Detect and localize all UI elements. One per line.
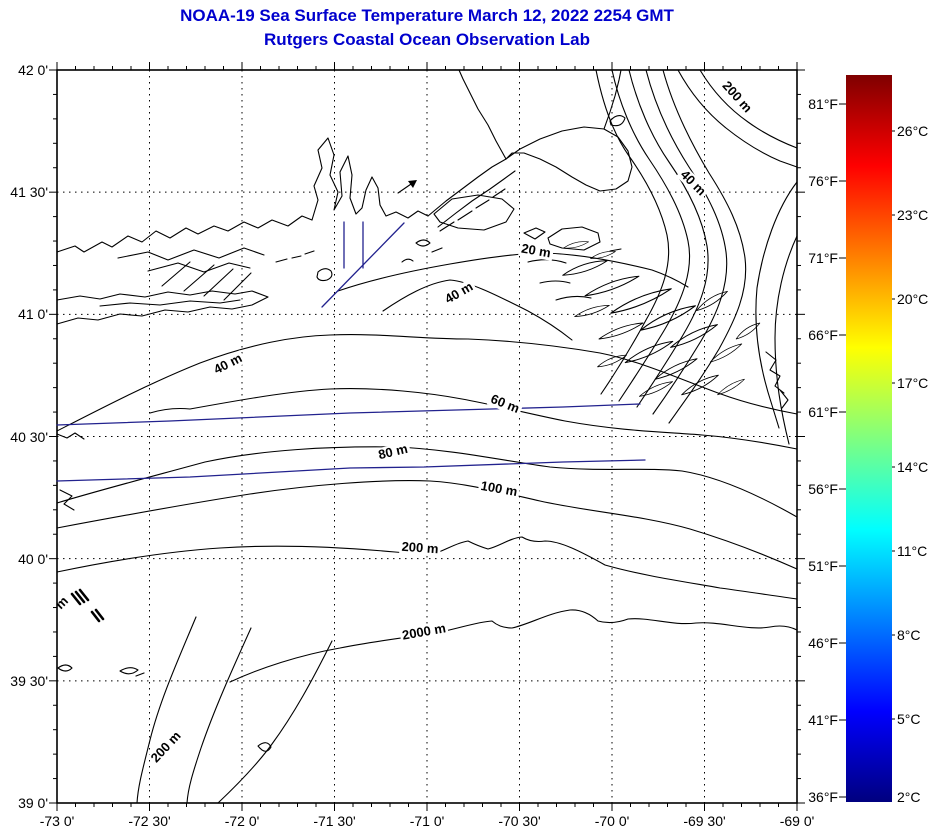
colorbar-celsius-label: 26°C bbox=[897, 123, 928, 139]
lat-tick-label: 41 30' bbox=[10, 184, 48, 200]
map-frame bbox=[56, 69, 798, 804]
colorbar-fahrenheit-label: 36°F bbox=[808, 789, 838, 805]
lon-tick-label: -72 0' bbox=[224, 813, 260, 829]
contour-60m bbox=[149, 388, 798, 450]
colorbar-fahrenheit-label: 51°F bbox=[808, 558, 838, 574]
colorbar-fahrenheit-label: 41°F bbox=[808, 712, 838, 728]
lat-tick-label: 40 0' bbox=[18, 551, 48, 567]
left-edge-features bbox=[56, 432, 145, 677]
contour-40m-west bbox=[56, 334, 798, 432]
colorbar-celsius-label: 17°C bbox=[897, 375, 928, 391]
hudson-canyon-contours bbox=[136, 616, 333, 804]
lon-tick-label: -69 30' bbox=[683, 813, 726, 829]
contour-200m bbox=[56, 536, 798, 600]
lon-tick-label: -71 0' bbox=[409, 813, 445, 829]
colorbar-fahrenheit-label: 61°F bbox=[808, 404, 838, 420]
colorbar-fahrenheit-label: 81°F bbox=[808, 96, 838, 112]
colorbar-fahrenheit-label: 76°F bbox=[808, 173, 838, 189]
colorbar-celsius-label: 8°C bbox=[897, 627, 921, 643]
lat-tick-label: 41 0' bbox=[18, 306, 48, 322]
contour-40m-center bbox=[382, 279, 573, 341]
colorbar-fahrenheit-label: 66°F bbox=[808, 327, 838, 343]
colorbar-celsius-label: 23°C bbox=[897, 207, 928, 223]
lon-tick-label: -70 30' bbox=[498, 813, 541, 829]
georges-bank-contours bbox=[677, 69, 798, 445]
lat-tick-label: 42 0' bbox=[18, 62, 48, 78]
track-line-diagonal bbox=[321, 222, 405, 308]
lon-tick-label: -72 30' bbox=[128, 813, 171, 829]
lon-tick-label: -71 30' bbox=[313, 813, 356, 829]
axis-ticks-and-graticule bbox=[49, 62, 895, 811]
figure-subtitle: Rutgers Coastal Ocean Observation Lab bbox=[264, 30, 590, 49]
coastline-cape-cod-region bbox=[311, 69, 633, 263]
contour-2000m bbox=[229, 609, 798, 683]
contour-label-200m-mid: 200 m bbox=[399, 538, 441, 557]
colorbar-fahrenheit-label: 71°F bbox=[808, 250, 838, 266]
lon-tick-label: -69 0' bbox=[779, 813, 815, 829]
colorbar-celsius-label: 14°C bbox=[897, 459, 928, 475]
colorbar-fahrenheit-label: 56°F bbox=[808, 481, 838, 497]
figure-title: NOAA-19 Sea Surface Temperature March 12… bbox=[180, 6, 674, 25]
lon-tick-label: -73 0' bbox=[39, 813, 75, 829]
nantucket-shoals bbox=[527, 241, 761, 397]
colorbar-fahrenheit-label: 46°F bbox=[808, 635, 838, 651]
lat-tick-label: 39 0' bbox=[18, 795, 48, 811]
colorbar-celsius-label: 5°C bbox=[897, 711, 921, 727]
lon-tick-label: -70 0' bbox=[594, 813, 630, 829]
track-line-south bbox=[56, 459, 646, 482]
lat-tick-label: 39 30' bbox=[10, 673, 48, 689]
coastline-long-island-sound bbox=[56, 215, 333, 325]
arrow-marker bbox=[397, 180, 417, 194]
track-line-north bbox=[56, 403, 641, 426]
track-lines bbox=[56, 221, 646, 482]
contour-100m bbox=[56, 480, 798, 570]
colorbar-celsius-label: 20°C bbox=[897, 291, 928, 307]
lat-tick-label: 40 30' bbox=[10, 429, 48, 445]
temperature-colorbar bbox=[846, 75, 892, 802]
contour-20m bbox=[337, 252, 689, 292]
great-south-channel-contours bbox=[595, 69, 747, 424]
colorbar-celsius-label: 11°C bbox=[897, 543, 928, 559]
contour-80m bbox=[56, 446, 798, 518]
colorbar-celsius-label: 2°C bbox=[897, 789, 921, 805]
